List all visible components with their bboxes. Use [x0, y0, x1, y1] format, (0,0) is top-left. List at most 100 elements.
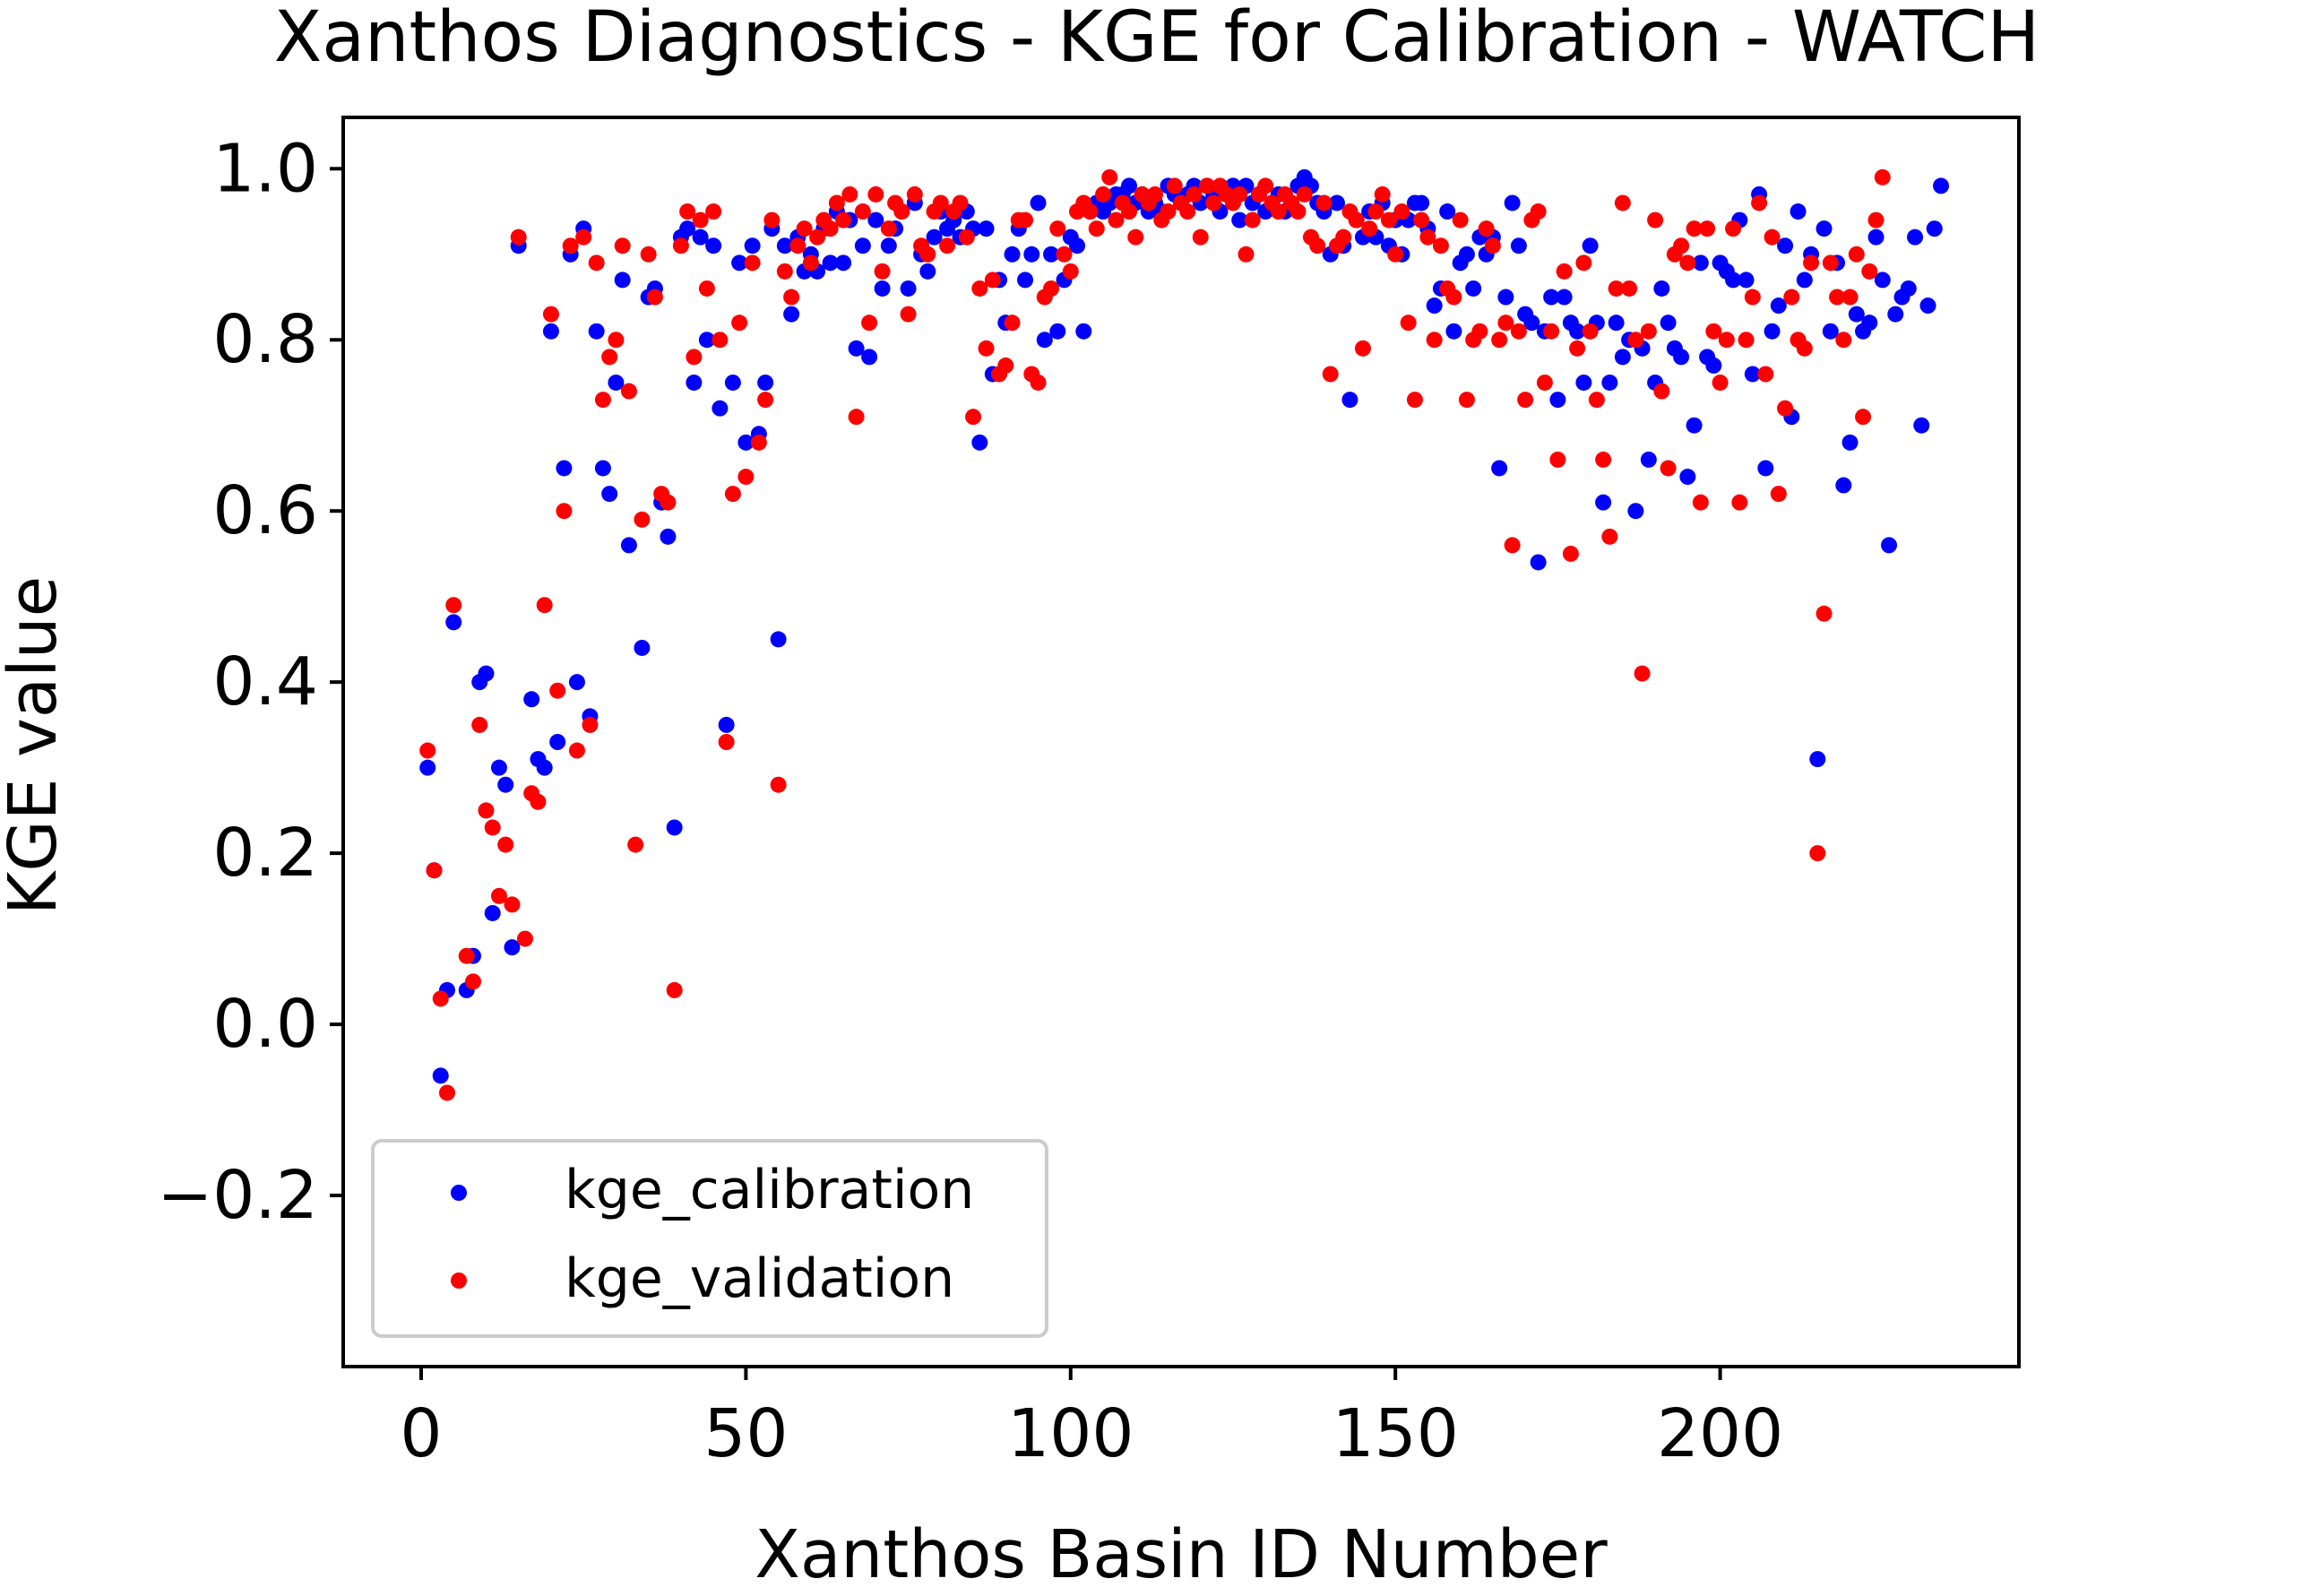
scatter-point: [737, 434, 755, 451]
scatter-point: [1725, 220, 1742, 237]
scatter-point: [666, 819, 683, 836]
scatter-point: [1439, 203, 1456, 220]
plot-area-frame: [341, 116, 2021, 1368]
scatter-point: [776, 263, 793, 280]
scatter-point: [1738, 272, 1755, 289]
scatter-point: [1445, 289, 1462, 306]
scatter-point: [1043, 280, 1060, 297]
scatter-point: [724, 486, 741, 503]
scatter-point: [516, 930, 533, 947]
scatter-point: [867, 185, 884, 203]
scatter-point: [1569, 323, 1586, 340]
legend-marker-kge-calibration: [451, 1185, 467, 1201]
scatter-point: [848, 409, 865, 426]
scatter-point: [874, 263, 891, 280]
scatter-point: [1874, 272, 1891, 289]
scatter-point: [497, 776, 514, 793]
scatter-point: [1043, 246, 1060, 263]
scatter-point: [1809, 845, 1826, 862]
scatter-point: [1803, 254, 1820, 272]
scatter-point: [1231, 185, 1248, 203]
scatter-point: [731, 254, 748, 272]
scatter-point: [419, 742, 436, 759]
scatter-point: [523, 691, 540, 708]
scatter-point: [536, 759, 553, 776]
scatter-point: [822, 254, 839, 272]
scatter-point: [1679, 254, 1696, 272]
scatter-point: [1686, 220, 1703, 237]
scatter-point: [1056, 246, 1073, 263]
scatter-point: [1815, 220, 1833, 237]
scatter-point: [1855, 409, 1872, 426]
scatter-point: [634, 639, 651, 656]
scatter-point: [1601, 528, 1618, 545]
scatter-point: [1335, 229, 1352, 246]
scatter-point: [750, 434, 767, 451]
scatter-point: [1121, 177, 1138, 194]
scatter-point: [1387, 246, 1404, 263]
scatter-point: [1198, 177, 1215, 194]
y-axis-label: KGE value: [0, 576, 72, 915]
scatter-point: [1796, 340, 1813, 357]
scatter-point: [1679, 469, 1696, 486]
scatter-point: [1238, 246, 1255, 263]
scatter-point: [1692, 254, 1709, 272]
scatter-point: [1601, 374, 1618, 391]
scatter-point: [1582, 323, 1599, 340]
scatter-point: [1809, 751, 1826, 768]
scatter-point: [978, 220, 995, 237]
scatter-point: [1108, 211, 1125, 229]
scatter-point: [666, 981, 683, 998]
scatter-point: [1393, 203, 1410, 220]
scatter-point: [724, 374, 741, 391]
scatter-point: [1497, 315, 1514, 332]
scatter-point: [1361, 220, 1378, 237]
scatter-point: [1354, 340, 1371, 357]
scatter-point: [1653, 280, 1670, 297]
scatter-point: [1841, 289, 1859, 306]
legend: kge_calibration kge_validation: [371, 1139, 1048, 1338]
scatter-point: [1244, 211, 1261, 229]
scatter-point: [471, 716, 488, 733]
scatter-point: [997, 357, 1014, 374]
scatter-point: [588, 254, 605, 272]
legend-marker-kge-validation: [451, 1272, 467, 1289]
scatter-point: [484, 819, 501, 836]
scatter-point: [1692, 494, 1709, 511]
scatter-point: [1309, 237, 1326, 254]
scatter-point: [718, 716, 735, 733]
scatter-point: [744, 254, 761, 272]
scatter-point: [1569, 340, 1586, 357]
scatter-point: [1764, 229, 1781, 246]
scatter-point: [1647, 211, 1664, 229]
scatter-point: [1101, 168, 1118, 185]
scatter-point: [1848, 246, 1865, 263]
scatter-point: [1861, 315, 1878, 332]
scatter-point: [1348, 211, 1365, 229]
scatter-point: [1556, 289, 1573, 306]
scatter-point: [497, 836, 514, 853]
scatter-point: [893, 203, 910, 220]
scatter-point: [679, 203, 696, 220]
scatter-point: [861, 315, 878, 332]
scatter-point: [1166, 177, 1183, 194]
scatter-point: [1406, 392, 1423, 409]
scatter-point: [1751, 194, 1768, 211]
scatter-point: [971, 434, 988, 451]
scatter-point: [1919, 298, 1936, 315]
scatter-point: [822, 220, 839, 237]
scatter-point: [828, 194, 845, 211]
scatter-point: [490, 887, 507, 904]
scatter-point: [712, 400, 729, 417]
scatter-point: [861, 349, 878, 366]
scatter-point: [640, 246, 657, 263]
scatter-point: [1075, 323, 1092, 340]
scatter-point: [1764, 323, 1781, 340]
scatter-point: [1627, 332, 1644, 349]
scatter-point: [1497, 289, 1514, 306]
scatter-point: [620, 383, 637, 400]
x-tick-label: 200: [1657, 1395, 1783, 1472]
scatter-point: [627, 836, 644, 853]
scatter-point: [1030, 374, 1047, 391]
